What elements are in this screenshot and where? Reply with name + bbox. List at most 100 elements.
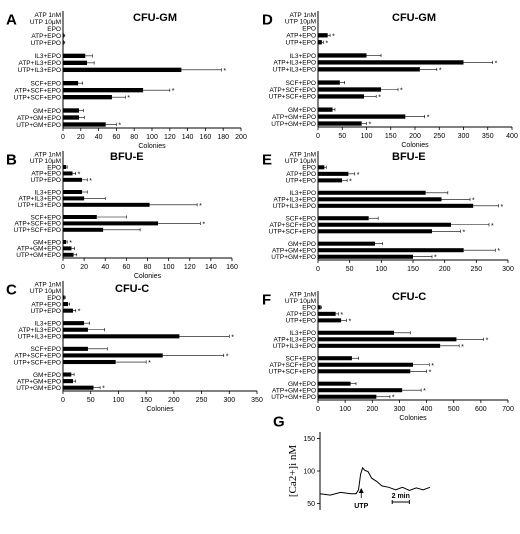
significance-mark: * (223, 68, 226, 75)
category-label: SCF+EPO (30, 80, 61, 87)
x-tick-label: 700 (502, 406, 514, 413)
x-tick-label: 40 (95, 134, 103, 141)
category-label: UTP+SCF+EPO (14, 227, 61, 234)
x-axis-label: Colonies (399, 415, 427, 422)
bar (318, 60, 464, 65)
x-tick-label: 150 (140, 397, 152, 404)
bar (318, 40, 322, 45)
y-tick-label: 150 (303, 436, 315, 443)
category-label: UTP 10μM (30, 158, 61, 165)
panel-label: G (273, 413, 285, 430)
bar (318, 394, 377, 399)
category-label: UTP+SCF+EPO (269, 94, 316, 101)
x-tick-label: 0 (61, 134, 65, 141)
bar (63, 334, 180, 339)
bar (63, 171, 73, 176)
category-label: GM+EPO (33, 108, 61, 115)
bar (63, 359, 116, 365)
x-tick-label: 400 (421, 406, 433, 413)
category-label: ATP+SCF+EPO (15, 87, 61, 94)
category-label: UTP 10μM (285, 158, 316, 165)
x-tick-label: 100 (163, 264, 175, 271)
category-label: IL3+EPO (289, 190, 316, 197)
x-tick-label: 80 (130, 134, 138, 141)
significance-mark: * (332, 33, 335, 40)
x-tick-label: 140 (182, 134, 194, 141)
x-tick-label: 250 (433, 133, 445, 140)
category-label: ATP+EPO (31, 301, 61, 308)
category-label: UTP+IL3+EPO (18, 334, 61, 341)
category-label: ATP+IL3+EPO (273, 197, 316, 204)
bar (63, 202, 150, 207)
category-label: ATP 1nM (35, 282, 62, 289)
significance-mark: * (172, 88, 175, 95)
significance-mark: * (127, 95, 130, 102)
bar (318, 33, 328, 38)
x-tick-label: 60 (122, 264, 130, 271)
significance-mark: * (497, 248, 500, 255)
x-tick-label: 160 (226, 264, 238, 271)
category-label: ATP+IL3+EPO (273, 60, 316, 67)
bar (63, 372, 72, 377)
category-label: EPO (47, 26, 61, 33)
bar (63, 353, 163, 358)
category-label: GM+EPO (288, 381, 316, 388)
bar (63, 295, 65, 300)
significance-mark: * (340, 312, 343, 319)
category-label: EPO (302, 305, 316, 312)
category-label: ATP+GM+EPO (272, 248, 316, 255)
significance-mark: * (423, 388, 426, 395)
category-label: GM+EPO (33, 372, 61, 379)
bar (318, 165, 325, 170)
panel-title: BFU-E (392, 151, 426, 163)
bar (318, 114, 406, 119)
category-label: EPO (302, 165, 316, 172)
significance-mark: * (461, 344, 464, 351)
significance-mark: * (486, 337, 489, 344)
bar (63, 221, 159, 226)
bar (318, 362, 413, 367)
x-tick-label: 0 (316, 133, 320, 140)
bar (63, 196, 85, 201)
x-tick-label: 250 (470, 266, 482, 273)
category-label: SCF+EPO (285, 216, 316, 223)
bar (318, 343, 441, 348)
panel-label: A (6, 11, 17, 28)
x-tick-label: 100 (375, 266, 387, 273)
category-label: ATP+IL3+EPO (18, 327, 61, 334)
x-tick-label: 600 (475, 406, 487, 413)
significance-mark: * (102, 386, 105, 393)
significance-mark: * (491, 223, 494, 230)
bar (318, 369, 411, 374)
category-label: UTP+EPO (30, 308, 61, 315)
bar (63, 190, 83, 194)
y-axis-label: [Ca2+]i nM (287, 445, 299, 498)
panel-label: B (6, 151, 17, 168)
significance-mark: * (400, 87, 403, 94)
significance-mark: * (349, 178, 352, 185)
panel-label: F (262, 291, 271, 308)
category-label: UTP+SCF+EPO (269, 369, 316, 376)
bar (318, 67, 420, 72)
bar (318, 197, 442, 202)
category-label: ATP+GM+EPO (17, 378, 61, 385)
significance-mark: * (69, 240, 72, 247)
category-label: EPO (47, 164, 61, 171)
category-label: SCF+EPO (285, 356, 316, 363)
bar (63, 177, 83, 182)
x-tick-label: 300 (223, 397, 235, 404)
significance-mark: * (369, 122, 372, 129)
significance-mark: * (118, 122, 121, 129)
bar (63, 252, 74, 257)
x-tick-label: 140 (205, 264, 217, 271)
significance-mark: * (199, 203, 202, 210)
bar (318, 171, 349, 176)
bar (63, 40, 64, 45)
x-tick-label: 150 (407, 266, 419, 273)
category-label: ATP 1nM (290, 12, 317, 19)
bar (63, 379, 73, 384)
